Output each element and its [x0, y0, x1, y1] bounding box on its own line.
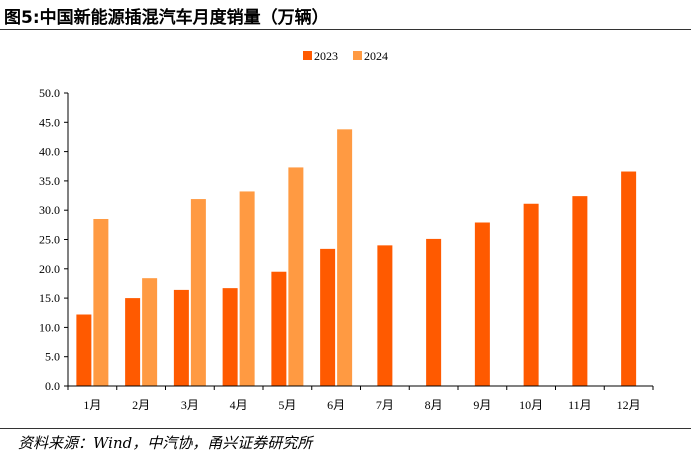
chart-title: 图5:中国新能源插混汽车月度销量（万辆）	[4, 8, 329, 28]
x-tick-label: 3月	[181, 398, 199, 412]
x-tick-label: 11月	[568, 398, 592, 412]
x-tick-label: 10月	[519, 398, 543, 412]
bar-2023	[621, 171, 637, 386]
bar-2024	[142, 278, 158, 386]
source-divider	[0, 428, 691, 429]
bar-2024	[190, 199, 206, 386]
bar-2023	[222, 288, 238, 386]
bar-2024	[239, 191, 255, 386]
y-tick-label: 45.0	[39, 115, 60, 129]
y-tick-label: 25.0	[39, 233, 60, 247]
x-tick-label: 1月	[83, 398, 101, 412]
bar-2023	[572, 196, 588, 386]
bar-2023	[271, 271, 287, 386]
x-tick-label: 7月	[376, 398, 394, 412]
x-axis: 1月 2月 3月 4月 5月 6月 7月 8月 9月 10月 11月 12月	[67, 385, 654, 412]
x-tick-label: 8月	[425, 398, 443, 412]
y-tick-label: 40.0	[39, 145, 60, 159]
bar-2023	[523, 203, 539, 386]
bar-2023	[474, 222, 490, 386]
bar-2023	[320, 248, 336, 386]
legend: 2023 2024	[303, 49, 388, 63]
y-tick-label: 50.0	[39, 86, 60, 100]
legend-swatch-2024	[353, 51, 362, 60]
bar-2023	[76, 314, 92, 386]
bar-2024	[93, 218, 109, 386]
y-tick-label: 15.0	[39, 291, 60, 305]
bar-2023	[426, 238, 442, 386]
x-tick-label: 2月	[132, 398, 150, 412]
y-axis: 0.0 5.0 10.0 15.0 20.0 25.0 30.0 35.0 40.0 45.0 50…	[39, 86, 69, 393]
x-tick-label: 6月	[327, 398, 345, 412]
x-tick-label: 4月	[230, 398, 248, 412]
source-note: 资料来源：Wind，中汽协，甬兴证券研究所	[18, 434, 313, 452]
bar-2023	[173, 289, 189, 386]
bar-2024	[337, 129, 353, 386]
x-tick-label: 9月	[473, 398, 491, 412]
title-divider	[0, 29, 691, 30]
y-tick-label: 35.0	[39, 174, 60, 188]
y-tick-label: 0.0	[45, 379, 60, 393]
x-tick-label: 12月	[617, 398, 641, 412]
bar-2023	[377, 245, 393, 386]
y-tick-label: 20.0	[39, 262, 60, 276]
x-tick-label: 5月	[278, 398, 296, 412]
y-tick-label: 10.0	[39, 320, 60, 334]
y-tick-label: 30.0	[39, 203, 60, 217]
y-tick-label: 5.0	[45, 350, 60, 364]
bar-2023	[125, 298, 141, 386]
bars	[76, 129, 637, 386]
legend-label-2023: 2023	[314, 49, 338, 63]
legend-swatch-2023	[303, 51, 312, 60]
legend-label-2024: 2024	[364, 49, 388, 63]
bar-2024	[288, 167, 304, 386]
